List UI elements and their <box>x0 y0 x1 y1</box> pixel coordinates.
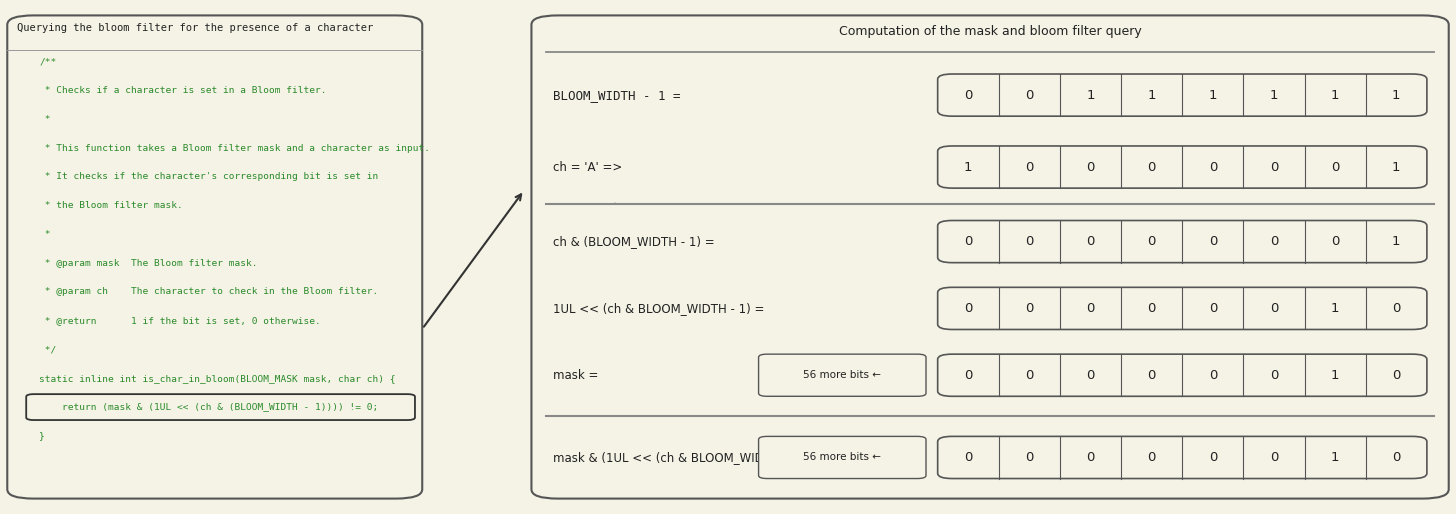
Text: 0: 0 <box>1208 369 1217 382</box>
Text: 0: 0 <box>1270 235 1278 248</box>
Text: mask & (1UL << (ch & BLOOM_WIDTH - 1) =: mask & (1UL << (ch & BLOOM_WIDTH - 1) = <box>553 451 818 464</box>
Text: Querying the bloom filter for the presence of a character: Querying the bloom filter for the presen… <box>17 23 374 33</box>
Text: 1: 1 <box>1392 235 1401 248</box>
Text: 0: 0 <box>1208 160 1217 174</box>
Text: 0: 0 <box>964 451 973 464</box>
Text: BLOOM_WIDTH - 1 =: BLOOM_WIDTH - 1 = <box>553 88 681 102</box>
Text: * This function takes a Bloom filter mask and a character as input.: * This function takes a Bloom filter mas… <box>39 143 431 153</box>
Text: }: } <box>39 431 45 440</box>
FancyBboxPatch shape <box>7 15 422 499</box>
Text: 1: 1 <box>1331 302 1340 315</box>
Text: 56 more bits ←: 56 more bits ← <box>804 452 881 463</box>
Text: 0: 0 <box>1086 451 1095 464</box>
FancyBboxPatch shape <box>759 436 926 479</box>
Text: 0: 0 <box>964 302 973 315</box>
Text: 0: 0 <box>1392 302 1401 315</box>
Text: *: * <box>39 115 51 124</box>
Text: * It checks if the character's corresponding bit is set in: * It checks if the character's correspon… <box>39 172 379 181</box>
Text: 1: 1 <box>1392 88 1401 102</box>
Text: Computation of the mask and bloom filter query: Computation of the mask and bloom filter… <box>839 25 1142 38</box>
Text: 0: 0 <box>1270 451 1278 464</box>
Text: * the Bloom filter mask.: * the Bloom filter mask. <box>39 201 183 210</box>
Text: .: . <box>612 190 617 209</box>
FancyBboxPatch shape <box>26 394 415 420</box>
Text: 1: 1 <box>1086 88 1095 102</box>
FancyBboxPatch shape <box>531 15 1449 499</box>
Text: 0: 0 <box>1208 235 1217 248</box>
Text: 1: 1 <box>1270 88 1278 102</box>
Text: 1: 1 <box>1208 88 1217 102</box>
FancyBboxPatch shape <box>938 436 1427 479</box>
FancyBboxPatch shape <box>938 74 1427 116</box>
Text: 0: 0 <box>1086 369 1095 382</box>
Text: 0: 0 <box>964 88 973 102</box>
Text: */: */ <box>39 345 57 354</box>
FancyBboxPatch shape <box>938 354 1427 396</box>
Text: 1: 1 <box>1331 451 1340 464</box>
Text: 1: 1 <box>1331 88 1340 102</box>
Text: 0: 0 <box>1208 302 1217 315</box>
Text: 0: 0 <box>1331 160 1340 174</box>
Text: *: * <box>39 230 51 239</box>
Text: ch = 'A' =>: ch = 'A' => <box>553 160 623 174</box>
Text: 0: 0 <box>1025 235 1034 248</box>
Text: ch & (BLOOM_WIDTH - 1) =: ch & (BLOOM_WIDTH - 1) = <box>553 235 715 248</box>
Text: 56 more bits ←: 56 more bits ← <box>804 370 881 380</box>
Text: * @param ch    The character to check in the Bloom filter.: * @param ch The character to check in th… <box>39 287 379 297</box>
Text: 0: 0 <box>1147 235 1156 248</box>
Text: 1: 1 <box>1331 369 1340 382</box>
FancyBboxPatch shape <box>938 287 1427 329</box>
Text: 1: 1 <box>1147 88 1156 102</box>
Text: 0: 0 <box>964 235 973 248</box>
FancyBboxPatch shape <box>938 221 1427 263</box>
Text: 0: 0 <box>1147 160 1156 174</box>
Text: 1: 1 <box>964 160 973 174</box>
Text: 0: 0 <box>1086 235 1095 248</box>
Text: * @return      1 if the bit is set, 0 otherwise.: * @return 1 if the bit is set, 0 otherwi… <box>39 316 322 325</box>
Text: 0: 0 <box>1270 160 1278 174</box>
Text: 0: 0 <box>1208 451 1217 464</box>
Text: 0: 0 <box>1392 451 1401 464</box>
Text: 1: 1 <box>1392 160 1401 174</box>
Text: * @param mask  The Bloom filter mask.: * @param mask The Bloom filter mask. <box>39 259 258 268</box>
Text: * Checks if a character is set in a Bloom filter.: * Checks if a character is set in a Bloo… <box>39 86 326 95</box>
Text: 0: 0 <box>1392 369 1401 382</box>
Text: 0: 0 <box>1270 369 1278 382</box>
Text: 0: 0 <box>1025 160 1034 174</box>
Text: return (mask & (1UL << (ch & (BLOOM_WIDTH - 1)))) != 0;: return (mask & (1UL << (ch & (BLOOM_WIDT… <box>39 402 379 412</box>
Text: 0: 0 <box>1331 235 1340 248</box>
Text: 0: 0 <box>1147 369 1156 382</box>
FancyBboxPatch shape <box>759 354 926 396</box>
Text: 0: 0 <box>1147 451 1156 464</box>
Text: /**: /** <box>39 57 57 66</box>
Text: 0: 0 <box>1025 369 1034 382</box>
Text: 0: 0 <box>1025 451 1034 464</box>
Text: 0: 0 <box>1086 160 1095 174</box>
FancyBboxPatch shape <box>938 146 1427 188</box>
Text: mask =: mask = <box>553 369 598 382</box>
Text: 0: 0 <box>1025 302 1034 315</box>
Text: 0: 0 <box>1270 302 1278 315</box>
Text: 0: 0 <box>1147 302 1156 315</box>
Text: static inline int is_char_in_bloom(BLOOM_MASK mask, char ch) {: static inline int is_char_in_bloom(BLOOM… <box>39 374 396 383</box>
Text: 1UL << (ch & BLOOM_WIDTH - 1) =: 1UL << (ch & BLOOM_WIDTH - 1) = <box>553 302 764 315</box>
Text: 0: 0 <box>964 369 973 382</box>
Text: 0: 0 <box>1086 302 1095 315</box>
Text: 0: 0 <box>1025 88 1034 102</box>
